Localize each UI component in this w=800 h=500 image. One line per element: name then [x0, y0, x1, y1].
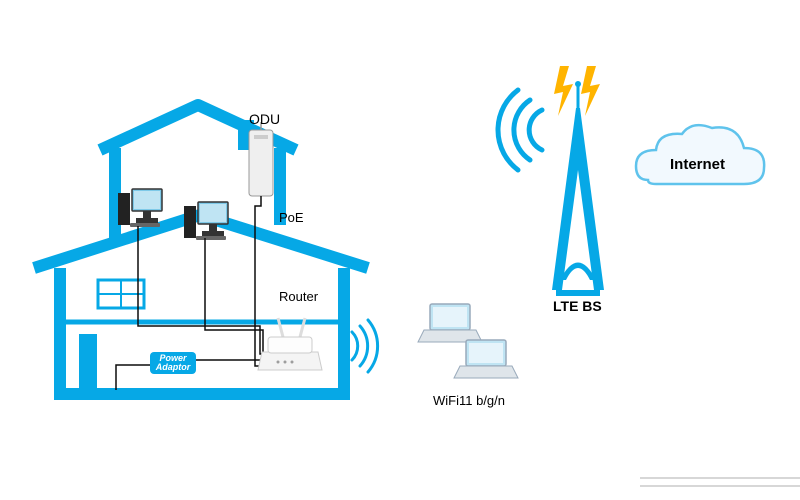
diagram-svg: [0, 0, 800, 500]
label-odu: ODU: [249, 111, 280, 127]
label-router: Router: [279, 289, 318, 304]
diagram-stage: ODU PoE Router PowerAdaptor WiFi11 b/g/n…: [0, 0, 800, 500]
laptop-1: [418, 304, 482, 342]
wifi-waves-router: [352, 320, 378, 372]
desktop-pc-2: [184, 202, 228, 240]
laptop-2: [454, 340, 518, 378]
label-power: PowerAdaptor: [153, 354, 193, 372]
wifi-waves-tower: [498, 90, 542, 170]
label-lte: LTE BS: [553, 298, 602, 314]
label-wifi: WiFi11 b/g/n: [433, 393, 505, 408]
router-device: [258, 318, 322, 370]
lte-tower: [552, 81, 604, 296]
odu-device: [249, 122, 273, 196]
house: [34, 105, 368, 394]
cloud-icon: [636, 125, 764, 184]
label-internet: Internet: [670, 156, 725, 173]
label-poe: PoE: [279, 210, 304, 225]
desktop-pc-1: [118, 189, 162, 227]
